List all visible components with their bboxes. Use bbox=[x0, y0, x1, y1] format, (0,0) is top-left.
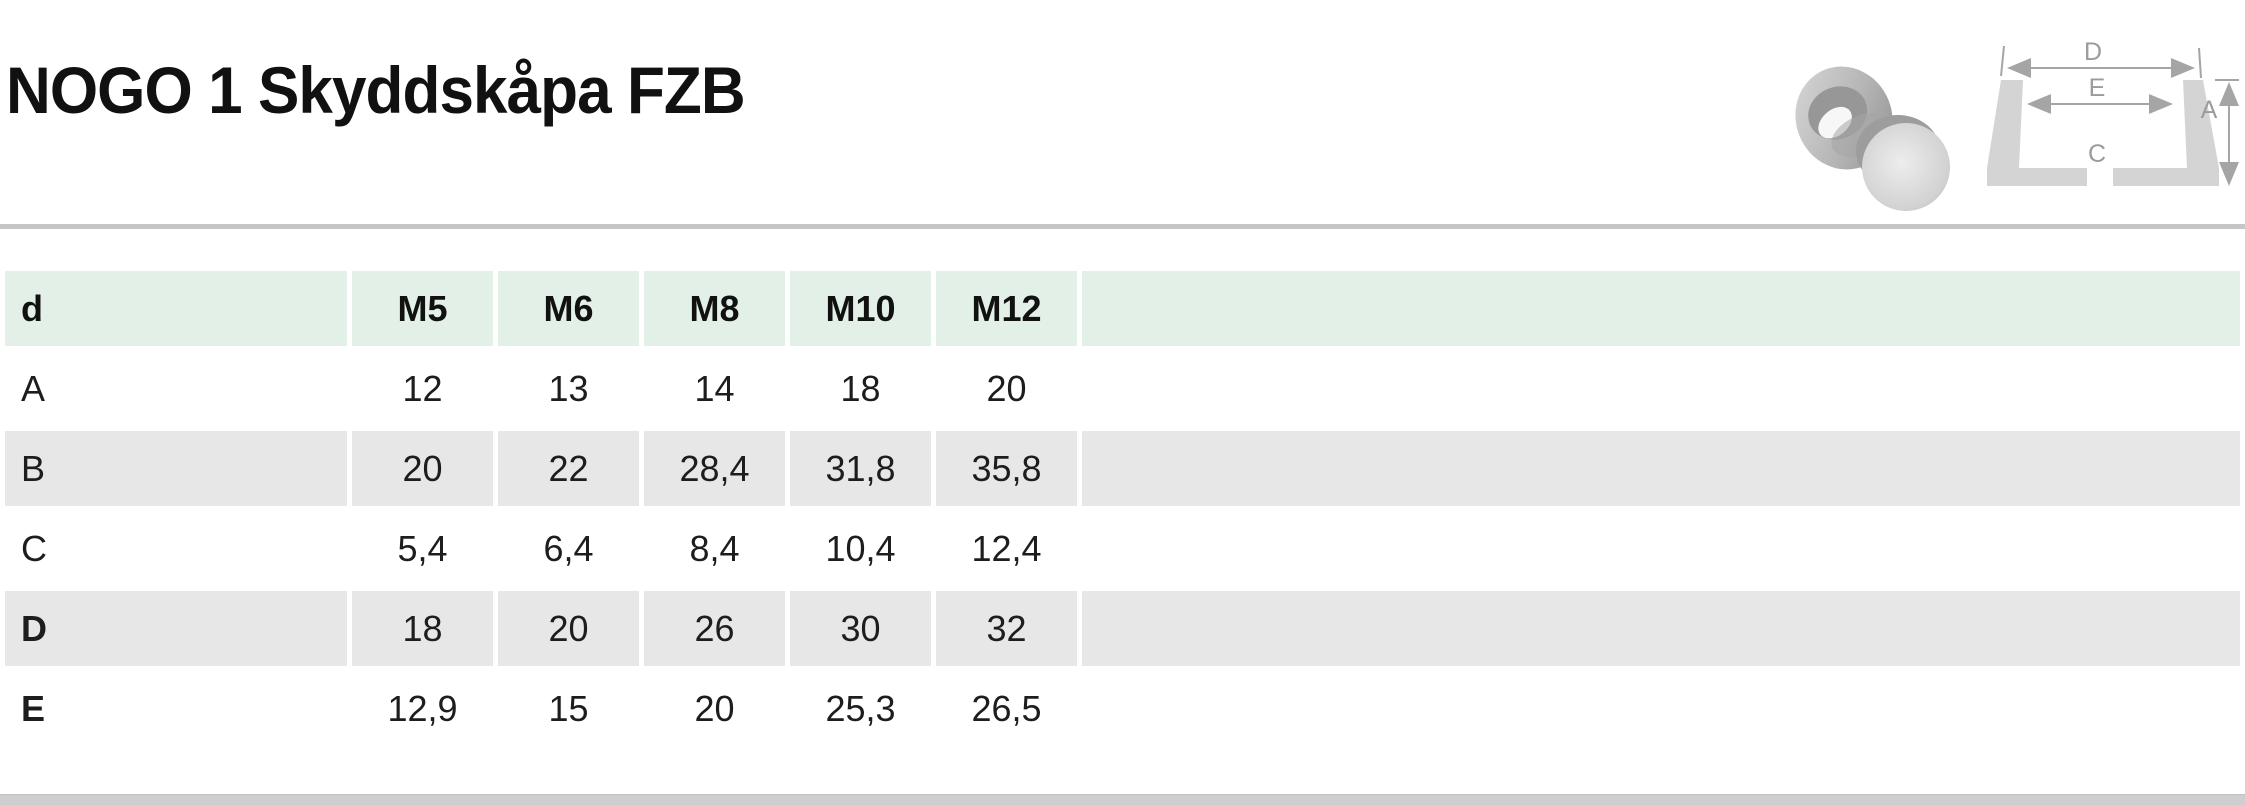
value-cell: 22 bbox=[498, 431, 639, 506]
table-row: B 20 22 28,4 31,8 35,8 bbox=[5, 431, 2240, 506]
row-label: D bbox=[5, 591, 347, 666]
value-cell: 32 bbox=[936, 591, 1077, 666]
cap-face bbox=[1856, 115, 1950, 211]
spacer-cell bbox=[1082, 431, 2240, 506]
page-title: NOGO 1 Skyddskåpa FZB bbox=[6, 53, 746, 127]
value-cell: 35,8 bbox=[936, 431, 1077, 506]
header-cell-d: d bbox=[5, 271, 347, 346]
table-header-row: d M5 M6 M8 M10 M12 bbox=[5, 271, 2240, 346]
value-cell: 14 bbox=[694, 367, 735, 409]
value-cell: 15 bbox=[548, 687, 589, 729]
table-row: D 18 20 26 30 32 bbox=[5, 591, 2240, 666]
value-cell: 18 bbox=[352, 591, 493, 666]
dimension-diagram: D E C A bbox=[1987, 38, 2239, 186]
diagram-label-e: E bbox=[2089, 74, 2106, 102]
value-cell: 20 bbox=[986, 367, 1027, 409]
top-divider bbox=[0, 224, 2245, 229]
header-cell-spacer bbox=[1082, 271, 2240, 346]
value-cell: 30 bbox=[790, 591, 931, 666]
header-cell-m12: M12 bbox=[936, 271, 1077, 346]
spacer-cell bbox=[1082, 511, 2240, 586]
value-cell: 12,9 bbox=[387, 687, 458, 729]
table-row: E 12,9 15 20 25,3 26,5 bbox=[5, 671, 2240, 746]
value-cell: 26,5 bbox=[971, 687, 1042, 729]
value-cell: 20 bbox=[352, 431, 493, 506]
dimension-d bbox=[2000, 45, 2202, 79]
value-cell: 12,4 bbox=[971, 527, 1042, 569]
row-label: E bbox=[21, 687, 46, 729]
value-cell: 6,4 bbox=[543, 527, 594, 569]
value-cell: 8,4 bbox=[689, 527, 740, 569]
value-cell: 5,4 bbox=[397, 527, 448, 569]
header-cell-m5: M5 bbox=[352, 271, 493, 346]
row-label: C bbox=[21, 527, 47, 569]
row-label: A bbox=[21, 367, 46, 409]
diagram-label-d: D bbox=[2084, 38, 2102, 66]
product-photo bbox=[1795, 66, 1950, 211]
header-cell-m10: M10 bbox=[790, 271, 931, 346]
diagram-label-c: C bbox=[2088, 140, 2106, 168]
value-cell: 10,4 bbox=[825, 527, 896, 569]
value-cell: 26 bbox=[644, 591, 785, 666]
dimension-a bbox=[2215, 79, 2239, 186]
spec-table: d M5 M6 M8 M10 M12 A 12 13 14 18 20 B 20 bbox=[0, 266, 2245, 751]
spacer-cell bbox=[1082, 351, 2240, 426]
value-cell: 31,8 bbox=[790, 431, 931, 506]
value-cell: 25,3 bbox=[825, 687, 896, 729]
value-cell: 18 bbox=[840, 367, 881, 409]
cap-cross-section bbox=[1987, 80, 2219, 186]
bottom-divider bbox=[0, 794, 2245, 805]
spacer-cell bbox=[1082, 671, 2240, 746]
row-label: B bbox=[5, 431, 347, 506]
table-row: C 5,4 6,4 8,4 10,4 12,4 bbox=[5, 511, 2240, 586]
value-cell: 12 bbox=[402, 367, 443, 409]
value-cell: 20 bbox=[694, 687, 735, 729]
diagram-label-a: A bbox=[2201, 96, 2218, 124]
spacer-cell bbox=[1082, 591, 2240, 666]
value-cell: 20 bbox=[498, 591, 639, 666]
table-row: A 12 13 14 18 20 bbox=[5, 351, 2240, 426]
value-cell: 28,4 bbox=[644, 431, 785, 506]
header-cell-m6: M6 bbox=[498, 271, 639, 346]
header-cell-m8: M8 bbox=[644, 271, 785, 346]
value-cell: 13 bbox=[548, 367, 589, 409]
